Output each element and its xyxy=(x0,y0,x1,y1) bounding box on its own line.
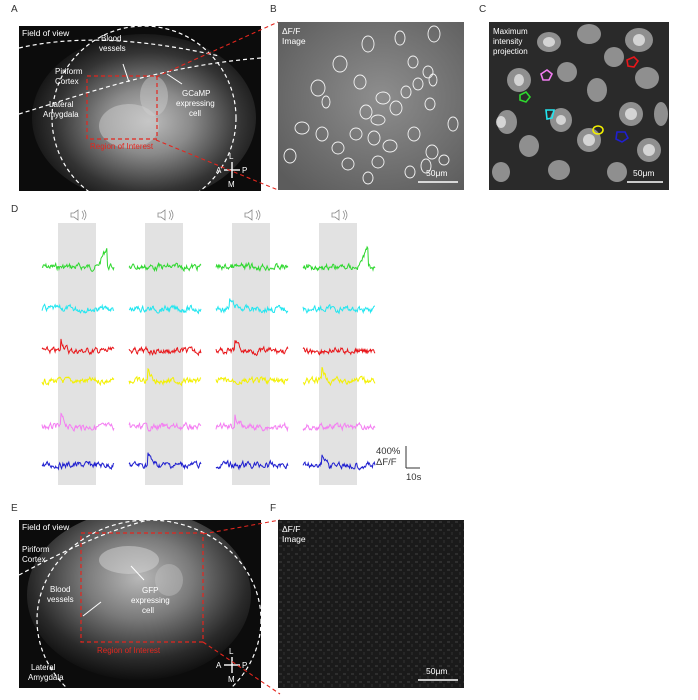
calcium-trace xyxy=(302,245,376,272)
e-blood-label-1: Blood xyxy=(50,585,70,594)
a-blood-label-2: vessels xyxy=(99,44,126,53)
svg-text:L: L xyxy=(229,647,234,656)
speaker-icon xyxy=(331,209,348,221)
svg-text:A: A xyxy=(216,166,222,175)
a-gcamp-label-3: cell xyxy=(189,109,201,118)
c-scalebar-label: 50μm xyxy=(633,168,654,178)
calcium-trace xyxy=(128,452,202,470)
calcium-trace xyxy=(41,303,115,314)
c-roi-pink xyxy=(540,69,554,81)
e-compass: L A P M xyxy=(216,647,247,684)
e-amygdala-label-2: Amygdala xyxy=(28,673,64,682)
calcium-trace xyxy=(215,414,289,433)
c-roi-green xyxy=(519,90,532,103)
svg-text:A: A xyxy=(216,661,222,670)
d-scale-y-2: ΔF/F xyxy=(376,457,397,468)
speaker-icon xyxy=(157,209,174,221)
calcium-trace xyxy=(302,421,376,432)
calcium-trace xyxy=(215,375,289,386)
calcium-trace xyxy=(302,367,376,387)
calcium-trace xyxy=(41,338,115,356)
a-amygdala-label-2: Amygdala xyxy=(43,110,79,119)
d-scalebar xyxy=(405,446,420,469)
b-title-2: Image xyxy=(282,36,306,46)
c-title-1: Maximum xyxy=(493,27,528,36)
b-title-1: ΔF/F xyxy=(282,26,300,36)
stimulus-band xyxy=(232,223,270,485)
c-roi-outlines xyxy=(519,56,640,143)
a-gcamp-label-2: expressing xyxy=(176,99,215,108)
panel-letter-c: C xyxy=(479,4,487,15)
e-gfp-label-2: expressing xyxy=(131,596,170,605)
a-piriform-label-2: Cortex xyxy=(55,77,79,86)
calcium-trace xyxy=(41,248,115,272)
panel-b-df-image: ΔF/F Image 50μm xyxy=(278,22,464,190)
calcium-trace xyxy=(215,340,289,357)
calcium-trace xyxy=(215,459,289,471)
e-to-f-connector xyxy=(202,519,281,695)
panel-f-df-image: ΔF/F Image 50μm xyxy=(278,520,464,688)
f-title-2: Image xyxy=(282,534,306,544)
svg-text:P: P xyxy=(242,166,247,175)
d-scalebar-x-label: 10s xyxy=(406,472,422,483)
c-roi-red xyxy=(626,56,640,68)
a-gcamp-label-1: GCaMP xyxy=(182,89,210,98)
a-amygdala-label-1: Lateral xyxy=(49,100,74,109)
a-blood-label-1: Blood xyxy=(101,34,121,43)
svg-text:M: M xyxy=(228,180,235,189)
calcium-trace xyxy=(302,454,376,471)
calcium-trace xyxy=(215,298,289,314)
calcium-trace xyxy=(128,261,202,273)
panel-d-calcium-traces xyxy=(41,209,420,485)
stimulus-band xyxy=(145,223,183,485)
e-blood-label-2: vessels xyxy=(47,595,74,604)
panel-e-field-of-view: Field of view Piriform Cortex Blood vess… xyxy=(19,520,261,688)
calcium-trace xyxy=(302,346,376,356)
a-piriform-label-1: Piriform xyxy=(55,67,83,76)
a-compass: L A P M xyxy=(216,152,247,189)
e-piriform-label-1: Piriform xyxy=(22,545,50,554)
b-scalebar-label: 50μm xyxy=(426,168,447,178)
c-roi-cyan xyxy=(545,109,556,120)
f-title-1: ΔF/F xyxy=(282,524,300,534)
c-title-2: intensity xyxy=(493,37,522,46)
a-roi-label: Region of Interest xyxy=(90,142,154,151)
svg-text:M: M xyxy=(228,675,235,684)
svg-text:L: L xyxy=(229,152,234,161)
panel-a-field-of-view: Field of view Blood vessels Piriform Cor… xyxy=(19,26,261,191)
calcium-trace xyxy=(128,345,202,357)
panel-letter-d: D xyxy=(11,204,19,215)
e-piriform-label-2: Cortex xyxy=(22,555,46,564)
c-roi-yellow xyxy=(592,125,604,135)
calcium-trace xyxy=(128,304,202,315)
calcium-trace xyxy=(128,368,202,387)
calcium-trace xyxy=(215,261,289,272)
calcium-trace xyxy=(128,421,202,432)
d-scale-y-1: 400% xyxy=(376,446,401,457)
e-gfp-label-1: GFP xyxy=(142,586,158,595)
a-to-b-connector xyxy=(155,21,279,191)
panel-letter-a: A xyxy=(11,4,18,15)
d-scalebar-y-label: 400% ΔF/F xyxy=(376,446,400,468)
speaker-icon xyxy=(244,209,261,221)
panel-letter-e: E xyxy=(11,503,18,514)
calcium-trace xyxy=(302,303,375,315)
calcium-trace xyxy=(41,412,115,432)
b-cell-outlines xyxy=(283,25,459,185)
c-roi-blue xyxy=(615,131,630,143)
panel-letter-b: B xyxy=(270,4,277,15)
e-gfp-label-3: cell xyxy=(142,606,154,615)
f-scalebar-label: 50μm xyxy=(426,666,447,676)
calcium-trace xyxy=(41,460,115,471)
svg-text:P: P xyxy=(242,661,247,670)
panel-c-max-projection: Maximum intensity projection 50μm xyxy=(489,22,669,190)
panel-letter-f: F xyxy=(270,503,277,514)
c-title-3: projection xyxy=(493,47,528,56)
calcium-trace xyxy=(41,376,115,387)
e-roi-label: Region of Interest xyxy=(97,646,161,655)
a-field-of-view-label: Field of view xyxy=(22,28,70,38)
speaker-icon xyxy=(70,209,87,221)
e-field-of-view-label: Field of view xyxy=(22,522,70,532)
e-amygdala-label-1: Lateral xyxy=(31,663,56,672)
